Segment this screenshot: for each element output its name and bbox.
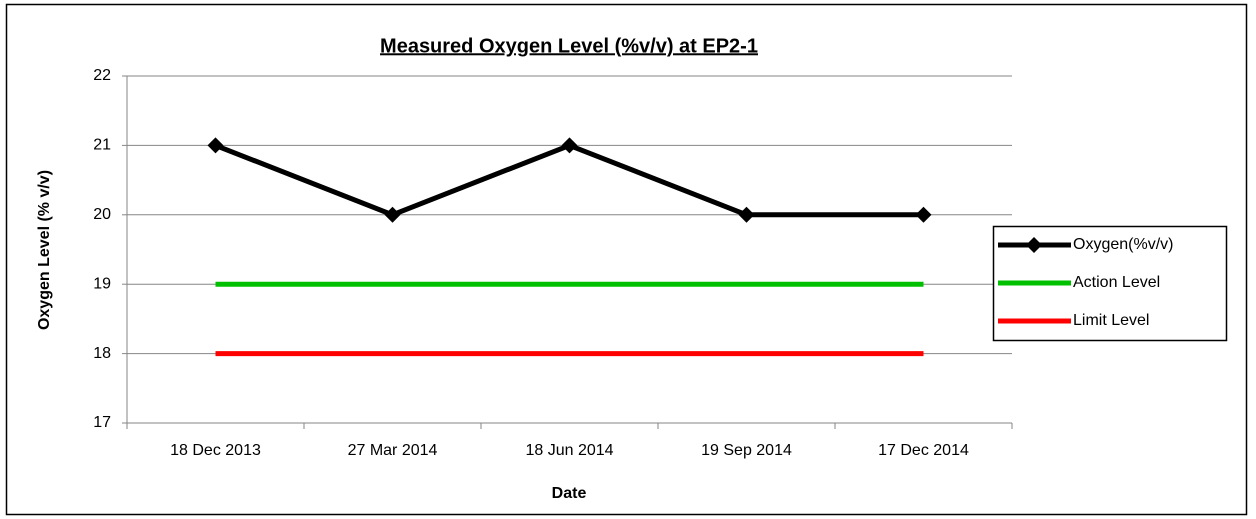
data-point: [738, 206, 755, 223]
y-axis-label: Oxygen Level (% v/v): [36, 170, 53, 330]
x-tick-label: 27 Mar 2014: [348, 442, 438, 459]
y-tick-label: 18: [93, 345, 111, 362]
y-tick-label: 19: [93, 275, 111, 292]
legend-marker: [1026, 237, 1042, 253]
y-tick-label: 22: [93, 67, 111, 84]
x-tick-label: 18 Jun 2014: [525, 442, 613, 459]
data-point: [384, 206, 401, 223]
data-point: [207, 137, 224, 154]
y-tick-label: 21: [93, 137, 111, 154]
x-tick-label: 17 Dec 2014: [878, 442, 969, 459]
x-axis-label: Date: [552, 485, 587, 502]
y-tick-label: 17: [93, 414, 111, 431]
data-point: [915, 206, 932, 223]
chart-title: Measured Oxygen Level (%v/v) at EP2-1: [380, 35, 758, 57]
x-tick-label: 19 Sep 2014: [701, 442, 792, 459]
legend-label: Action Level: [1073, 274, 1160, 291]
legend: Oxygen(%v/v) Action Level Limit Level: [992, 225, 1228, 342]
data-point: [561, 137, 578, 154]
legend-label: Oxygen(%v/v): [1073, 236, 1173, 253]
legend-label: Limit Level: [1073, 312, 1149, 329]
x-tick-label: 18 Dec 2013: [170, 442, 261, 459]
y-tick-label: 20: [93, 206, 111, 223]
